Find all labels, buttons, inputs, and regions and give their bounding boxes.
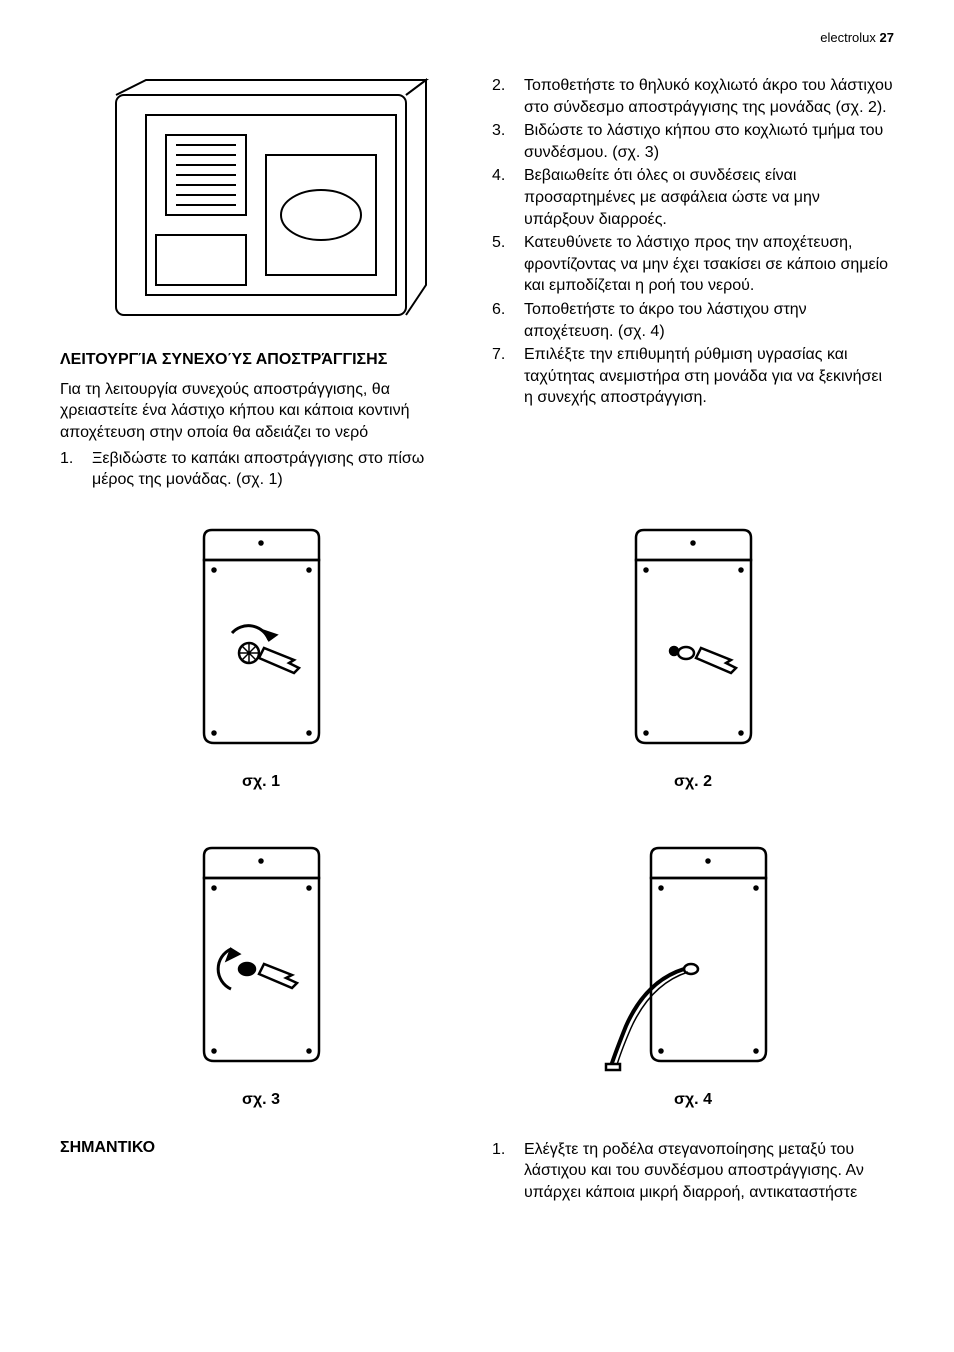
step-number: 1. bbox=[60, 448, 73, 470]
left-column: ΛΕΙΤΟΥΡΓΊΑ ΣΥΝΕΧΟΎΣ ΑΠΟΣΤΡΆΓΓΙΣΗΣ Για τη… bbox=[60, 75, 462, 493]
unit-fig3-icon bbox=[164, 836, 359, 1081]
important-notes-list: 1. Ελέγξτε τη ροδέλα στεγανοποίησης μετα… bbox=[492, 1139, 894, 1204]
figure-1-caption: σχ. 1 bbox=[242, 773, 280, 791]
note-1: 1. Ελέγξτε τη ροδέλα στεγανοποίησης μετα… bbox=[492, 1139, 894, 1204]
left-steps-list: 1. Ξεβιδώστε το καπάκι αποστράγγισης στο… bbox=[60, 448, 462, 491]
step-text: Επιλέξτε την επιθυμητή ρύθμιση υγρασίας … bbox=[524, 346, 882, 406]
unit-internal-icon bbox=[86, 75, 436, 335]
step-text: Βεβαιωθείτε ότι όλες οι συνδέσεις είναι … bbox=[524, 167, 820, 227]
figure-2-illustration bbox=[596, 518, 791, 763]
unit-fig2-icon bbox=[596, 518, 791, 763]
note-text: Ελέγξτε τη ροδέλα στεγανοποίησης μεταξύ … bbox=[524, 1141, 864, 1201]
figure-3-caption: σχ. 3 bbox=[242, 1091, 280, 1109]
unit-fig4-icon bbox=[596, 836, 791, 1081]
figure-1-illustration bbox=[164, 518, 359, 763]
step-5: 5. Κατευθύνετε το λάστιχο προς την αποχέ… bbox=[492, 232, 894, 297]
step-text: Κατευθύνετε το λάστιχο προς την αποχέτευ… bbox=[524, 234, 888, 294]
brand-label: electrolux bbox=[820, 30, 876, 45]
step-text: Ξεβιδώστε το καπάκι αποστράγγισης στο πί… bbox=[92, 450, 424, 489]
right-steps-list: 2. Τοποθετήστε το θηλυκό κοχλιωτό άκρο τ… bbox=[492, 75, 894, 409]
figure-3-col: σχ. 3 bbox=[60, 836, 462, 1129]
figure-4-caption: σχ. 4 bbox=[674, 1091, 712, 1109]
bottom-right-col: 1. Ελέγξτε τη ροδέλα στεγανοποίησης μετα… bbox=[492, 1139, 894, 1206]
important-label: ΣΗΜΑΝΤΙΚΟ bbox=[60, 1139, 462, 1157]
page-number: 27 bbox=[880, 30, 894, 45]
figure-4-illustration bbox=[596, 836, 791, 1081]
section-title: ΛΕΙΤΟΥΡΓΊΑ ΣΥΝΕΧΟΎΣ ΑΠΟΣΤΡΆΓΓΙΣΗΣ bbox=[60, 350, 462, 371]
step-4: 4. Βεβαιωθείτε ότι όλες οι συνδέσεις είν… bbox=[492, 165, 894, 230]
step-7: 7. Επιλέξτε την επιθυμητή ρύθμιση υγρασί… bbox=[492, 344, 894, 409]
figure-4-col: σχ. 4 bbox=[492, 836, 894, 1129]
step-6: 6. Τοποθετήστε το άκρο του λάστιχου στην… bbox=[492, 299, 894, 342]
step-number: 4. bbox=[492, 165, 505, 187]
figure-3-illustration bbox=[164, 836, 359, 1081]
step-text: Τοποθετήστε το θηλυκό κοχλιωτό άκρο του … bbox=[524, 77, 893, 116]
internal-view-illustration bbox=[60, 75, 462, 335]
step-3: 3. Βιδώστε το λάστιχο κήπου στο κοχλιωτό… bbox=[492, 120, 894, 163]
step-number: 5. bbox=[492, 232, 505, 254]
unit-fig1-icon bbox=[164, 518, 359, 763]
intro-text: Για τη λειτουργία συνεχούς αποστράγγισης… bbox=[60, 379, 462, 444]
page-header: electrolux 27 bbox=[60, 30, 894, 45]
step-number: 6. bbox=[492, 299, 505, 321]
step-text: Τοποθετήστε το άκρο του λάστιχου στην απ… bbox=[524, 301, 807, 340]
note-number: 1. bbox=[492, 1139, 505, 1161]
figure-1-col: σχ. 1 bbox=[60, 518, 462, 811]
step-number: 2. bbox=[492, 75, 505, 97]
right-column: 2. Τοποθετήστε το θηλυκό κοχλιωτό άκρο τ… bbox=[492, 75, 894, 493]
bottom-section: ΣΗΜΑΝΤΙΚΟ 1. Ελέγξτε τη ροδέλα στεγανοπο… bbox=[60, 1139, 894, 1206]
step-1: 1. Ξεβιδώστε το καπάκι αποστράγγισης στο… bbox=[60, 448, 462, 491]
figures-row-1: σχ. 1 σχ. 2 bbox=[60, 518, 894, 811]
bottom-left-col: ΣΗΜΑΝΤΙΚΟ bbox=[60, 1139, 462, 1206]
step-number: 3. bbox=[492, 120, 505, 142]
figure-2-col: σχ. 2 bbox=[492, 518, 894, 811]
step-2: 2. Τοποθετήστε το θηλυκό κοχλιωτό άκρο τ… bbox=[492, 75, 894, 118]
figures-row-2: σχ. 3 σχ. 4 bbox=[60, 836, 894, 1129]
step-text: Βιδώστε το λάστιχο κήπου στο κοχλιωτό τμ… bbox=[524, 122, 883, 161]
step-number: 7. bbox=[492, 344, 505, 366]
figure-2-caption: σχ. 2 bbox=[674, 773, 712, 791]
main-columns: ΛΕΙΤΟΥΡΓΊΑ ΣΥΝΕΧΟΎΣ ΑΠΟΣΤΡΆΓΓΙΣΗΣ Για τη… bbox=[60, 75, 894, 493]
